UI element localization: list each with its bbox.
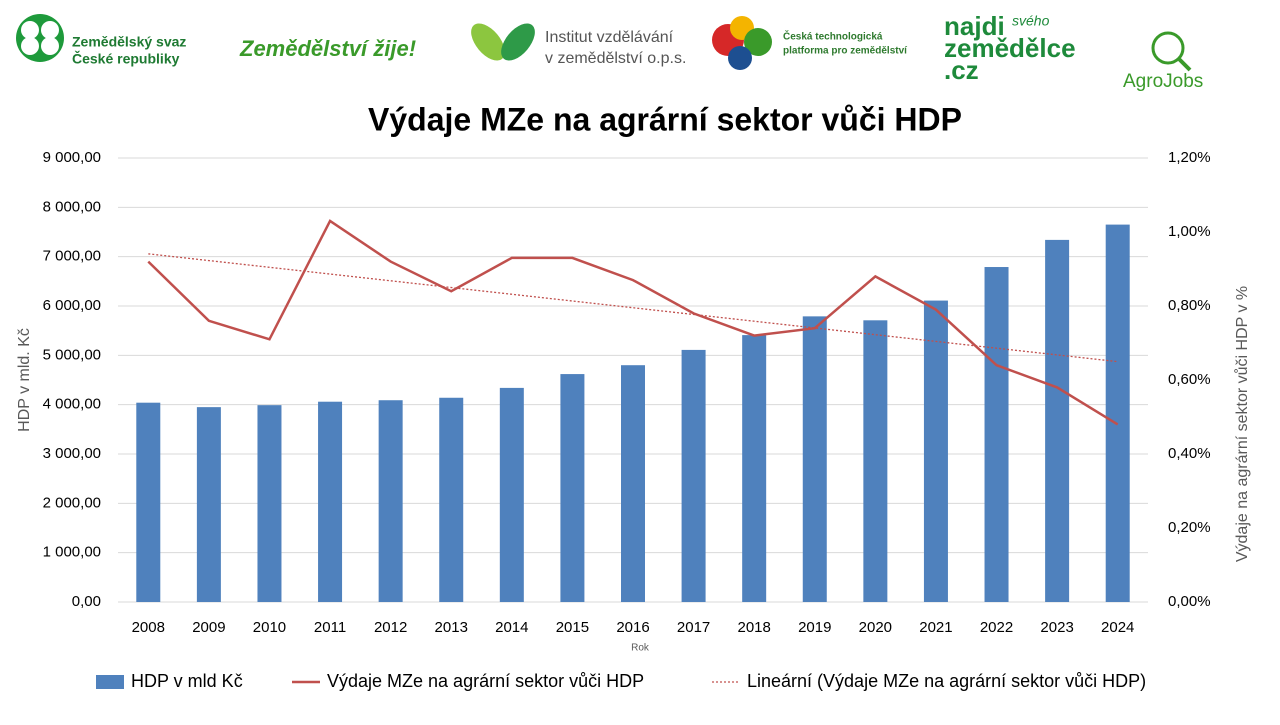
- x-tick-label: 2024: [1101, 619, 1134, 636]
- logo-text: AgroJobs: [1123, 71, 1203, 92]
- x-axis-label: Rok: [631, 643, 650, 654]
- x-tick-label: 2015: [556, 619, 589, 636]
- y2-tick-label: 0,20%: [1168, 519, 1211, 536]
- y2-axis-label: Výdaje na agrární sektor vůči HDP v %: [1233, 286, 1251, 562]
- bar: [499, 387, 524, 602]
- logo-text: Zemědělství žije!: [239, 36, 416, 61]
- logo-text: České republiky: [72, 50, 180, 67]
- legend-label: HDP v mld Kč: [131, 671, 243, 691]
- logo-text: .cz: [944, 55, 979, 85]
- bar: [560, 374, 585, 602]
- bar: [984, 267, 1009, 602]
- bar: [681, 349, 706, 602]
- bar: [802, 316, 827, 602]
- x-tick-label: 2014: [495, 619, 528, 636]
- logo-institut: Institut vzdělávání v zemědělství o.p.s.: [471, 23, 686, 67]
- x-tick-label: 2023: [1040, 619, 1073, 636]
- bar: [621, 365, 645, 602]
- y-tick-label: 7 000,00: [43, 248, 101, 265]
- x-tick-label: 2017: [677, 619, 710, 636]
- x-tick-label: 2012: [374, 619, 407, 636]
- bar: [318, 401, 343, 602]
- legend-label: Lineární (Výdaje MZe na agrární sektor v…: [747, 671, 1146, 691]
- logo-svaz: Zemědělský svaz České republiky: [16, 14, 186, 67]
- y2-tick-label: 0,60%: [1168, 371, 1211, 388]
- logo-text: platforma pro zemědělství: [783, 46, 908, 57]
- x-tick-label: 2018: [737, 619, 770, 636]
- y-tick-label: 6 000,00: [43, 297, 101, 314]
- logo-text: v zemědělství o.p.s.: [545, 50, 686, 67]
- logo-text: Institut vzdělávání: [545, 29, 674, 46]
- logo-text: najdi: [944, 11, 1005, 41]
- logo-text: svého: [1012, 13, 1050, 29]
- y2-tick-label: 0,00%: [1168, 593, 1211, 610]
- bar: [439, 397, 464, 602]
- bar: [257, 405, 282, 602]
- x-tick-label: 2010: [253, 619, 286, 636]
- line: [147, 219, 1119, 426]
- y-tick-label: 4 000,00: [43, 396, 101, 413]
- logo-text: zemědělce: [944, 33, 1076, 63]
- logo-text: Česká technologická: [783, 30, 883, 43]
- x-tick-label: 2021: [919, 619, 952, 636]
- chart-title: Výdaje MZe na agrární sektor vůči HDP: [368, 101, 962, 137]
- y-axis-label: HDP v mld. Kč: [16, 328, 33, 432]
- bar: [1045, 239, 1070, 603]
- legend-swatch: [96, 675, 124, 689]
- logo-najdi: najdi svého zemědělce .cz: [944, 11, 1076, 85]
- y2-tick-label: 0,40%: [1168, 445, 1211, 462]
- bar: [136, 402, 161, 602]
- y-tick-label: 8 000,00: [43, 198, 101, 215]
- y-tick-label: 1 000,00: [43, 544, 101, 561]
- y-tick-label: 9 000,00: [43, 149, 101, 166]
- x-tick-label: 2008: [132, 619, 165, 636]
- y-tick-label: 3 000,00: [43, 445, 101, 462]
- bar: [1105, 224, 1130, 602]
- y2-tick-label: 0,80%: [1168, 297, 1211, 314]
- x-tick-label: 2019: [798, 619, 831, 636]
- y2-tick-label: 1,00%: [1168, 223, 1211, 240]
- y2-tick-label: 1,20%: [1168, 149, 1211, 166]
- bar: [863, 320, 888, 602]
- x-tick-label: 2009: [192, 619, 225, 636]
- x-tick-label: 2020: [859, 619, 892, 636]
- logo-platforma: Česká technologická platforma pro zemědě…: [712, 16, 908, 70]
- logo-text: Zemědělský svaz: [72, 34, 186, 50]
- x-tick-label: 2016: [616, 619, 649, 636]
- bar: [742, 335, 767, 602]
- y-tick-label: 2 000,00: [43, 494, 101, 511]
- x-tick-label: 2022: [980, 619, 1013, 636]
- y-tick-label: 0,00: [72, 593, 101, 610]
- x-tick-label: 2013: [435, 619, 468, 636]
- trendline: [148, 253, 1118, 363]
- bar: [196, 407, 221, 602]
- legend-label: Výdaje MZe na agrární sektor vůči HDP: [327, 671, 644, 691]
- x-tick-label: 2011: [314, 619, 346, 636]
- y-tick-label: 5 000,00: [43, 346, 101, 363]
- logo-agrojobs: AgroJobs: [1123, 31, 1203, 92]
- bar: [923, 300, 948, 602]
- bar: [378, 400, 403, 602]
